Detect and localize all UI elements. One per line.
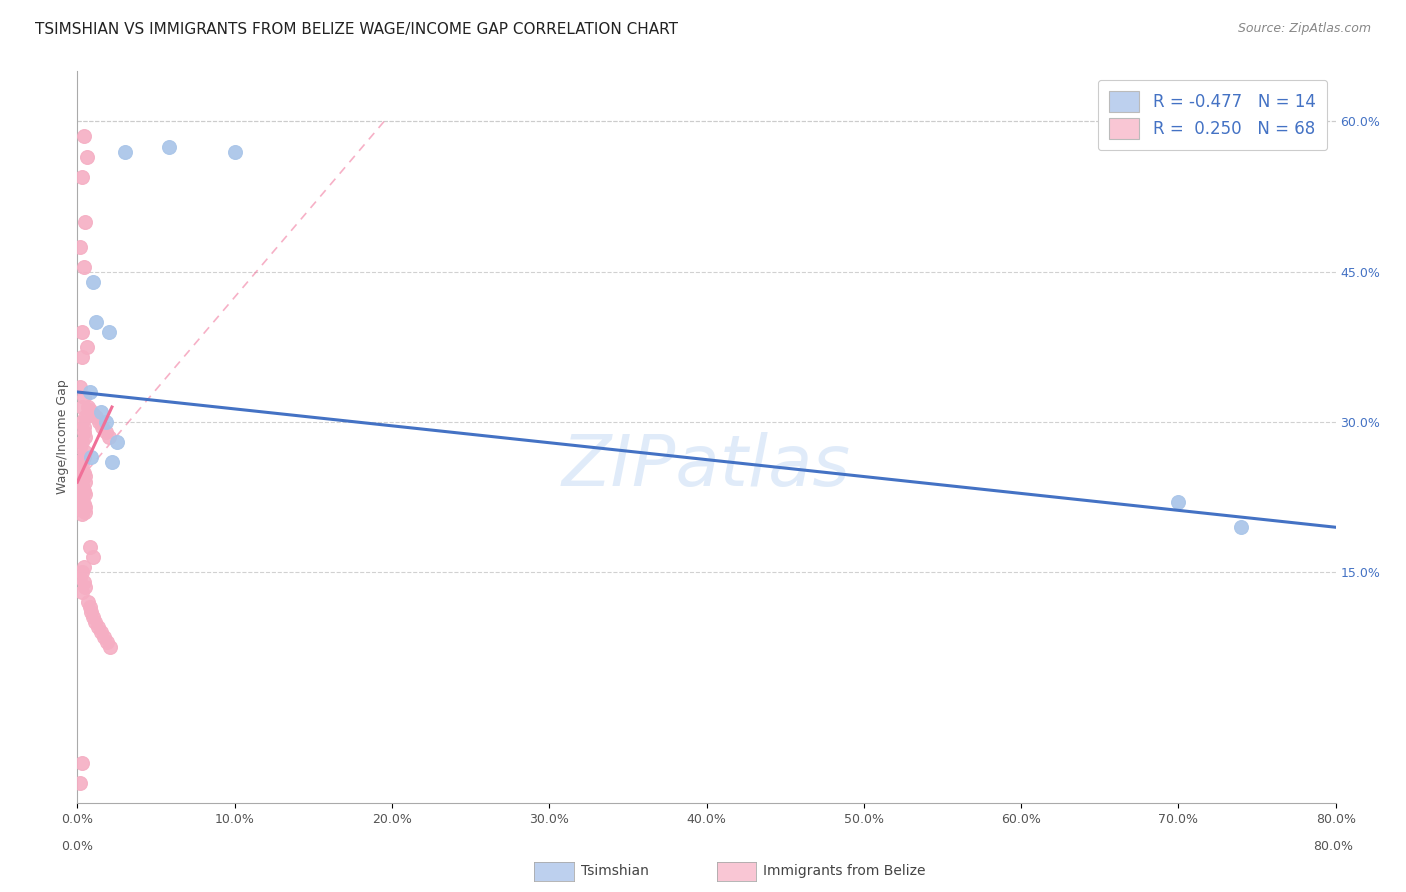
Point xyxy=(70,325,93,339)
Point xyxy=(70,472,93,486)
Point xyxy=(69,776,91,790)
Point xyxy=(72,575,94,590)
Point xyxy=(75,445,97,459)
Point xyxy=(75,214,97,228)
Point xyxy=(69,481,91,495)
Y-axis label: Wage/Income Gap: Wage/Income Gap xyxy=(56,380,69,494)
Point xyxy=(72,260,94,274)
Point xyxy=(224,145,246,159)
Point xyxy=(97,325,120,339)
Point xyxy=(72,390,94,404)
Point xyxy=(69,380,91,394)
Point xyxy=(79,600,101,615)
Point xyxy=(69,462,91,476)
Point xyxy=(82,407,104,421)
Point xyxy=(97,430,120,444)
Point xyxy=(83,615,105,630)
Point xyxy=(70,453,93,467)
Point xyxy=(72,560,94,574)
Point xyxy=(96,635,118,649)
Point xyxy=(75,475,97,490)
Point xyxy=(90,625,112,640)
Point xyxy=(93,631,115,645)
Point xyxy=(70,566,93,580)
Text: 80.0%: 80.0% xyxy=(1313,840,1353,854)
Point xyxy=(82,550,104,565)
Text: ZIPatlas: ZIPatlas xyxy=(562,432,851,500)
Point xyxy=(84,410,107,425)
Point xyxy=(75,505,97,519)
Point xyxy=(72,425,94,439)
Point xyxy=(90,405,112,419)
Point xyxy=(72,420,94,434)
Point xyxy=(69,440,91,454)
Point xyxy=(75,487,97,501)
Text: Tsimshian: Tsimshian xyxy=(581,864,648,879)
Point xyxy=(84,315,107,329)
Point xyxy=(114,145,136,159)
Point xyxy=(77,595,100,609)
Point xyxy=(70,400,93,414)
Point xyxy=(72,450,94,464)
Point xyxy=(70,169,93,184)
Point xyxy=(79,403,101,417)
Point xyxy=(80,606,103,620)
Point xyxy=(72,484,94,499)
Point xyxy=(75,469,97,483)
Point xyxy=(70,435,93,450)
Point xyxy=(89,415,111,429)
Point xyxy=(69,495,91,509)
Point xyxy=(70,493,93,508)
Point xyxy=(70,507,93,521)
Point xyxy=(79,541,101,555)
Point xyxy=(105,435,128,450)
Point xyxy=(101,455,124,469)
Point xyxy=(75,580,97,594)
Point xyxy=(94,425,117,439)
Legend: R = -0.477   N = 14, R =  0.250   N = 68: R = -0.477 N = 14, R = 0.250 N = 68 xyxy=(1098,79,1327,151)
Point xyxy=(72,129,94,144)
Point xyxy=(70,415,93,429)
Point xyxy=(98,640,121,655)
Point xyxy=(70,478,93,492)
Point xyxy=(72,497,94,511)
Point xyxy=(87,620,110,634)
Point xyxy=(1230,520,1253,534)
Point xyxy=(70,585,93,599)
Point xyxy=(72,466,94,480)
Point xyxy=(70,503,93,517)
Point xyxy=(75,430,97,444)
Point xyxy=(69,570,91,584)
Point xyxy=(1167,495,1189,509)
Point xyxy=(76,340,98,354)
Point xyxy=(70,490,93,504)
Point xyxy=(70,457,93,471)
Point xyxy=(91,420,114,434)
Point xyxy=(70,350,93,364)
Point xyxy=(77,400,100,414)
Point xyxy=(82,610,104,624)
Text: Immigrants from Belize: Immigrants from Belize xyxy=(763,864,927,879)
Text: TSIMSHIAN VS IMMIGRANTS FROM BELIZE WAGE/INCOME GAP CORRELATION CHART: TSIMSHIAN VS IMMIGRANTS FROM BELIZE WAGE… xyxy=(35,22,678,37)
Point xyxy=(69,240,91,254)
Text: Source: ZipAtlas.com: Source: ZipAtlas.com xyxy=(1237,22,1371,36)
Point xyxy=(75,410,97,425)
Point xyxy=(79,384,101,399)
Text: 0.0%: 0.0% xyxy=(62,840,93,854)
Point xyxy=(82,275,104,289)
Point xyxy=(70,756,93,770)
Point xyxy=(75,500,97,515)
Point xyxy=(94,415,117,429)
Point xyxy=(76,149,98,163)
Point xyxy=(80,450,103,464)
Point xyxy=(157,139,180,153)
